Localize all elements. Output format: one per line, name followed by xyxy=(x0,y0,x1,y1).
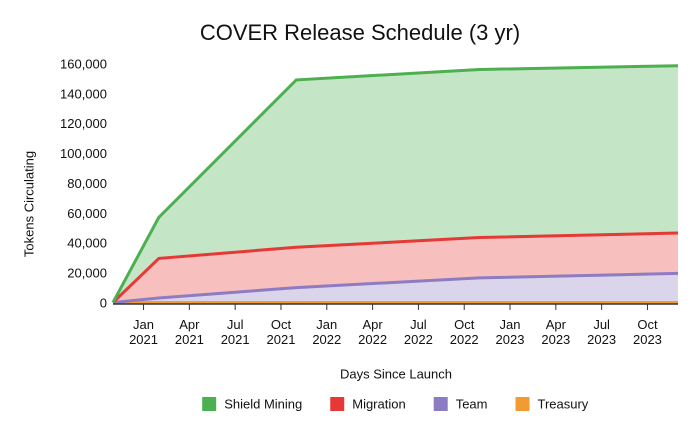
x-tick-label: Apr 2021 xyxy=(174,317,204,347)
legend-swatch xyxy=(515,397,530,411)
area xyxy=(113,65,678,303)
x-tick-label: Jan 2022 xyxy=(312,317,342,347)
legend: Shield Mining Migration Team Treasury xyxy=(202,396,589,411)
y-tick-label: 40,000 xyxy=(67,236,107,251)
area-line xyxy=(111,231,679,304)
area xyxy=(113,273,678,303)
x-tick-label: Oct 2022 xyxy=(449,317,479,347)
x-tick-label: Jul 2021 xyxy=(220,317,250,347)
legend-label: Shield Mining xyxy=(224,396,302,411)
area-line xyxy=(111,64,679,304)
legend-swatch xyxy=(433,397,448,411)
legend-swatch xyxy=(330,397,345,411)
x-tick-label: Apr 2022 xyxy=(358,317,388,347)
y-tick-label: 100,000 xyxy=(60,146,107,161)
chart-title: COVER Release Schedule (3 yr) xyxy=(200,20,520,45)
y-tick-label: 120,000 xyxy=(60,116,107,131)
x-axis-title: Days Since Launch xyxy=(340,366,452,381)
area xyxy=(113,233,678,303)
x-tick-label: Oct 2021 xyxy=(266,317,296,347)
x-tick-label: Jan 2023 xyxy=(495,317,525,347)
x-tick-label: Oct 2023 xyxy=(632,317,662,347)
legend-swatch xyxy=(202,397,217,411)
y-axis-title: Tokens Circulating xyxy=(21,151,36,257)
legend-label: Team xyxy=(456,396,488,411)
y-tick-label: 80,000 xyxy=(67,176,107,191)
x-tick-label: Jan 2021 xyxy=(129,317,158,347)
y-tick-label: 140,000 xyxy=(60,86,107,101)
areas xyxy=(111,64,679,305)
x-tick-label: Apr 2023 xyxy=(541,317,571,347)
area-line xyxy=(112,271,679,304)
x-tick-label: Jul 2022 xyxy=(403,317,433,347)
y-tick-label: 60,000 xyxy=(67,206,107,221)
y-tick-label: 0 xyxy=(100,295,107,310)
legend-label: Treasury xyxy=(538,396,589,411)
legend-label: Migration xyxy=(352,396,405,411)
y-tick-label: 160,000 xyxy=(60,56,107,71)
y-tick-label: 20,000 xyxy=(67,266,107,281)
x-tick-label: Jul 2023 xyxy=(587,317,617,347)
